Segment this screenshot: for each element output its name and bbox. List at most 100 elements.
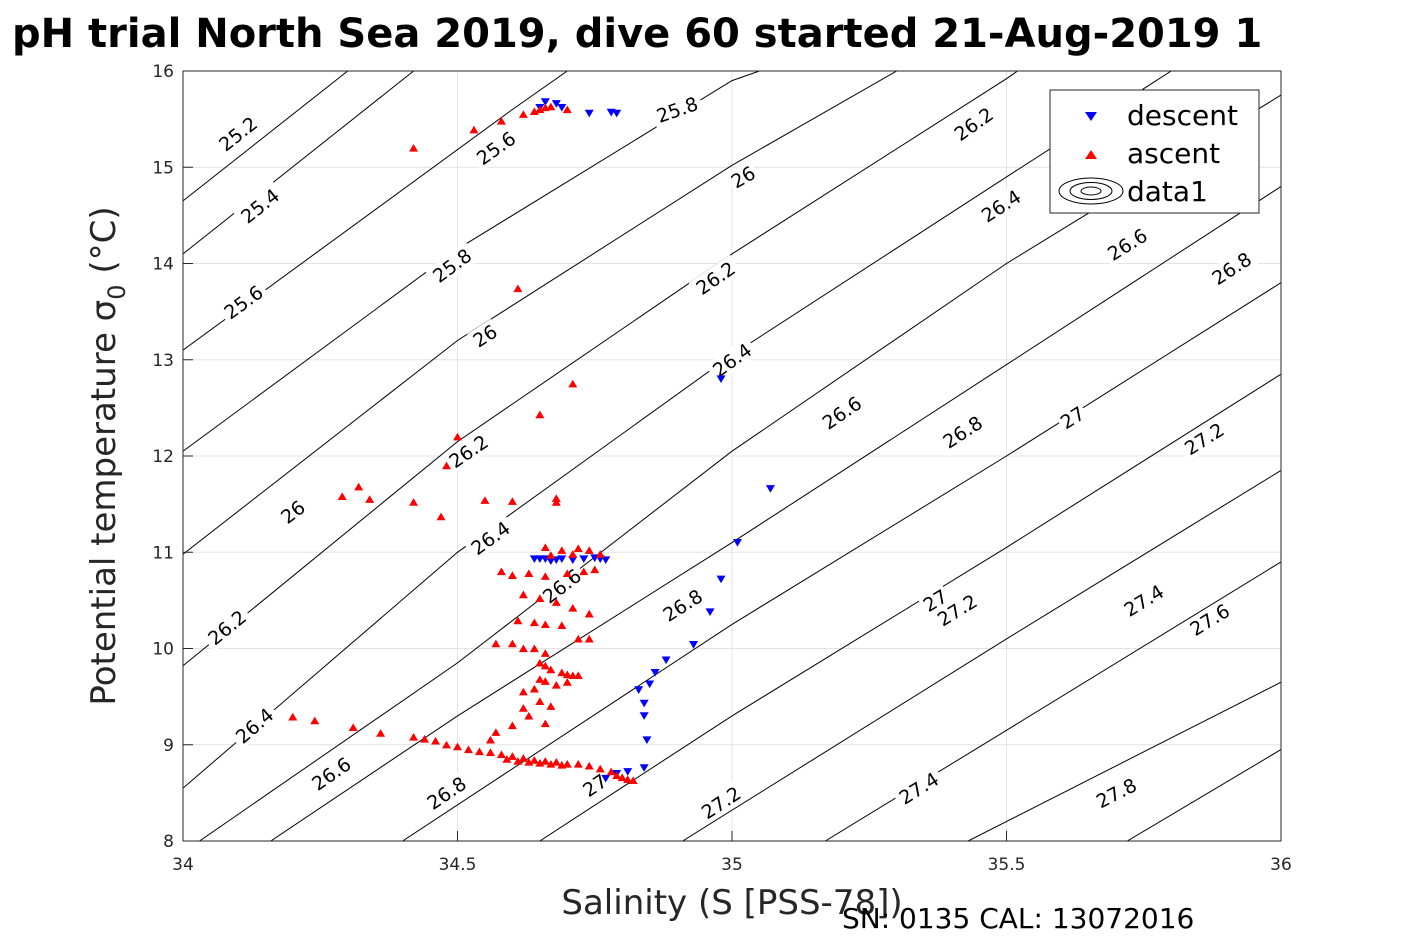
x-tick-label: 35.5 — [988, 855, 1026, 875]
contour-line — [270, 186, 1281, 841]
legend-descent-marker — [1085, 112, 1097, 121]
legend-contour-icon — [1058, 177, 1124, 205]
y-tick-label: 8 — [163, 832, 174, 852]
y-tick-label: 12 — [152, 447, 174, 467]
ascent-point — [546, 702, 556, 710]
contour-line — [183, 71, 1018, 667]
ascent-point — [529, 618, 539, 627]
ascent-point — [431, 736, 441, 745]
contour-label-bg — [1116, 577, 1171, 623]
contour-line — [682, 469, 1281, 841]
ascent-point — [518, 110, 528, 118]
ascent-point — [513, 757, 523, 765]
ascent-point — [524, 569, 534, 578]
descent-point — [650, 668, 660, 677]
contour-label-bg — [200, 602, 254, 652]
ascent-point — [535, 594, 545, 603]
contour-label-bg — [463, 514, 518, 562]
y-axis-label-main: Potential temperature σ — [84, 300, 124, 706]
ascent-point — [496, 750, 506, 758]
contour-label-bg — [211, 109, 265, 158]
contour-label-bg — [930, 587, 985, 633]
ascent-point — [535, 758, 545, 767]
ascent-point — [485, 748, 495, 757]
descent-point — [705, 608, 715, 616]
contour-line — [402, 282, 1281, 841]
ascent-point — [562, 678, 572, 686]
ascent-point — [436, 512, 446, 521]
ascent-point — [535, 105, 545, 114]
ascent-point — [507, 497, 517, 505]
ascent-point — [562, 759, 572, 768]
descent-point — [732, 539, 742, 547]
ascent-point — [584, 761, 594, 770]
x-tick-label: 34 — [172, 855, 194, 875]
ascent-point — [540, 757, 550, 765]
ascent-point — [518, 687, 528, 696]
contour-label-bg — [649, 90, 705, 129]
ascent-point — [529, 107, 539, 116]
ascent-point — [546, 665, 556, 674]
ascent-point — [546, 551, 556, 559]
contour-label-bg — [705, 336, 759, 384]
y-tick-label: 15 — [152, 158, 174, 178]
ascent-point — [540, 572, 550, 580]
contour-label-bg — [1100, 221, 1155, 267]
data-points — [288, 98, 775, 784]
contour-line — [967, 681, 1281, 841]
y-tick-label: 14 — [152, 255, 174, 275]
contour-line — [1127, 749, 1281, 841]
contour-label-bg — [891, 765, 946, 811]
ascent-point — [507, 639, 517, 648]
ascent-point — [557, 760, 567, 769]
contour-label-bg — [535, 561, 589, 610]
ascent-point — [409, 143, 419, 152]
ascent-point — [562, 105, 572, 114]
ascent-point — [485, 735, 495, 744]
y-axis-label-subscript: 0 — [103, 284, 131, 299]
ascent-point — [502, 755, 512, 763]
ascent-point — [491, 639, 501, 648]
ascent-point — [463, 745, 473, 754]
ascent-point — [617, 773, 627, 782]
descent-point — [645, 680, 655, 689]
y-tick-label: 16 — [152, 62, 174, 82]
ascent-point — [568, 604, 578, 612]
ascent-point — [288, 712, 298, 721]
ascent-point — [348, 723, 358, 732]
descent-point — [623, 768, 633, 776]
descent-point — [557, 555, 567, 564]
ascent-point — [420, 734, 430, 743]
ascent-point — [376, 729, 386, 737]
ascent-point — [535, 697, 545, 706]
x-axis: 34 34.5 35 35.5 36 — [172, 831, 1292, 875]
ascent-point — [540, 620, 550, 629]
ascent-point — [551, 758, 561, 766]
contour-label-bg — [425, 241, 479, 290]
ascent-point — [540, 661, 550, 670]
ascent-point — [573, 759, 583, 768]
contour-label-bg — [1177, 416, 1232, 462]
ascent-point — [442, 461, 452, 470]
contour-label-bg — [467, 318, 503, 353]
descent-point — [716, 575, 726, 584]
ascent-point — [469, 125, 479, 134]
ascent-point — [535, 658, 545, 667]
contour-label-bg — [1204, 245, 1259, 292]
ascent-point — [337, 492, 347, 501]
descent-point — [765, 485, 775, 493]
ascent-point — [595, 764, 605, 773]
chart-title: pH trial North Sea 2019, dive 60 started… — [12, 11, 1262, 57]
serial-calibration-footer: SN: 0135 CAL: 13072016 — [842, 902, 1194, 935]
y-axis-label: Potential temperature σ0 (°C) — [84, 206, 131, 705]
contour-label-bg — [441, 427, 496, 475]
contour-label-bg — [974, 183, 1028, 229]
contour-label-bg — [1182, 597, 1237, 643]
y-axis-label-unit: (°C) — [84, 206, 124, 284]
contour-label-bg — [216, 278, 271, 326]
ascent-point — [546, 759, 556, 768]
contour-label-bg — [688, 254, 743, 302]
ascent-point — [540, 719, 550, 728]
contour-label-bg — [228, 700, 281, 751]
